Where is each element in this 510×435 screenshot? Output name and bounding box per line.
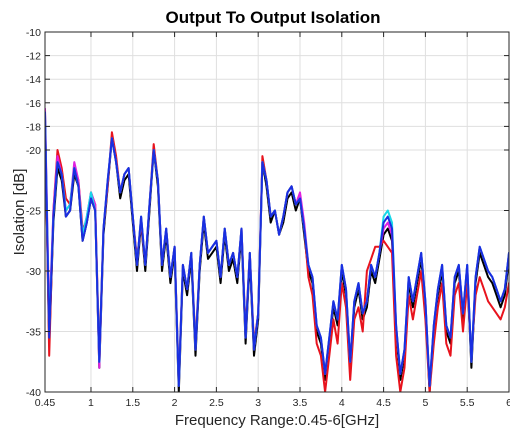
series-line-5	[45, 111, 509, 387]
y-tick-label: -30	[26, 266, 41, 278]
series-line-1	[45, 119, 509, 392]
x-tick-label: 6	[506, 397, 510, 409]
y-tick-label: -14	[26, 74, 41, 86]
y-tick-label: -25	[26, 206, 41, 218]
y-tick-label: -20	[26, 145, 41, 157]
y-tick-label: -35	[26, 327, 41, 339]
x-tick-label: 3.5	[293, 397, 308, 409]
axis-ticks: 0.45 1 1.5 2 2.5 3 3.5 4 4.5 5 5.5 6 -40 -35 -30 -25 -20…	[26, 27, 510, 409]
x-tick-label: 2.5	[209, 397, 224, 409]
y-tick-label: -16	[26, 98, 41, 110]
x-tick-label: 1	[88, 397, 94, 409]
x-tick-label: 2	[172, 397, 178, 409]
chart-title: Output To Output Isolation	[166, 8, 381, 27]
grid	[44, 31, 510, 393]
y-tick-label: -12	[26, 51, 41, 63]
x-axis-label: Frequency Range:0.45-6[GHz]	[175, 412, 379, 429]
y-axis-label: Isolation [dB]	[11, 169, 28, 256]
x-tick-label: 3	[255, 397, 261, 409]
x-tick-label: 1.5	[125, 397, 140, 409]
x-tick-label: 5	[422, 397, 428, 409]
series-group	[45, 107, 509, 392]
y-tick-label: -40	[26, 387, 41, 399]
x-tick-label: 5.5	[460, 397, 475, 409]
y-tick-label: -10	[26, 27, 41, 39]
y-tick-label: -18	[26, 121, 41, 133]
x-tick-label: 0.45	[35, 397, 56, 409]
x-tick-label: 4	[339, 397, 345, 409]
plot-frame	[44, 31, 510, 393]
x-tick-label: 4.5	[376, 397, 391, 409]
